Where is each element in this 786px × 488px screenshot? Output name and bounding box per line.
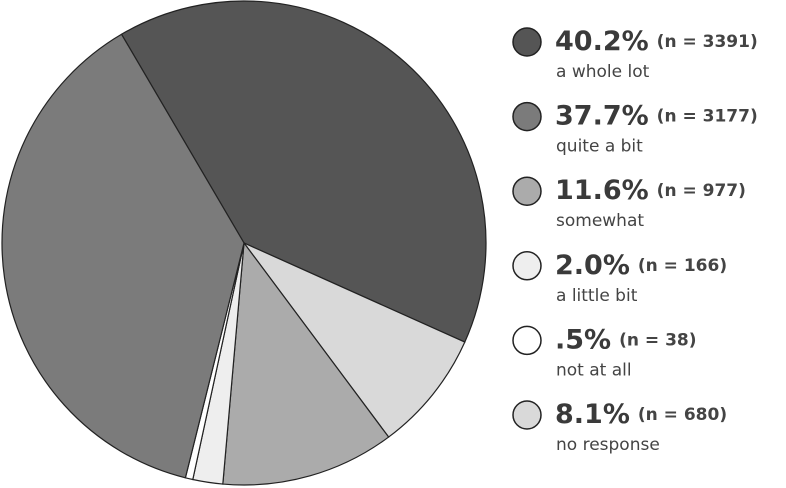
legend-label: no response (556, 435, 660, 455)
legend-swatch (512, 400, 542, 430)
legend-entry: 11.6% (n = 977) somewhat (512, 175, 746, 231)
count-label: (n = 977) (657, 181, 746, 201)
legend-label: a whole lot (556, 62, 650, 82)
count-label: (n = 3177) (657, 107, 758, 127)
legend-label: not at all (556, 360, 632, 380)
legend-label: quite a bit (556, 137, 643, 157)
value-label: 40.2% (555, 26, 649, 57)
legend-entry: 8.1% (n = 680) no response (512, 399, 727, 455)
pie-slice (120, 0, 487, 343)
count-label: (n = 3391) (657, 32, 758, 52)
legend-label: a little bit (556, 286, 638, 306)
legend-value: 2.0% (n = 166) (555, 249, 727, 280)
legend-value: 37.7% (n = 3177) (555, 100, 758, 131)
legend-value: 8.1% (n = 680) (555, 399, 727, 430)
pie-slice (222, 241, 390, 486)
value-label: 37.7% (555, 100, 649, 131)
legend-swatch (512, 176, 542, 206)
value-label: 11.6% (555, 175, 649, 206)
legend-entry: 2.0% (n = 166)a little bit (512, 249, 727, 306)
legend-value: .5% (n = 38) (555, 324, 697, 355)
count-label: (n = 38) (619, 330, 696, 350)
count-label: (n = 680) (638, 405, 727, 425)
legend-value: 40.2% (n = 3391) (555, 26, 758, 57)
count-label: (n = 166) (638, 256, 727, 276)
legend-swatch (512, 27, 542, 57)
value-label: 8.1% (555, 399, 630, 430)
legend-swatch (512, 101, 542, 132)
legend-swatch (512, 251, 542, 281)
value-label: .5% (555, 324, 611, 355)
legend-entry: 37.7% (n = 3177) quite a bit (512, 100, 758, 157)
value-label: 2.0% (555, 249, 630, 280)
pie-slice (242, 241, 466, 438)
legend-entry: .5% (n = 38) not at all (512, 324, 697, 380)
legend-label: somewhat (556, 211, 644, 231)
legend-swatch (512, 325, 542, 356)
legend-entry: 40.2% (n = 3391) a whole lot (512, 26, 758, 82)
legend-value: 11.6% (n = 977) (555, 175, 746, 206)
pie-slice (1, 33, 245, 479)
